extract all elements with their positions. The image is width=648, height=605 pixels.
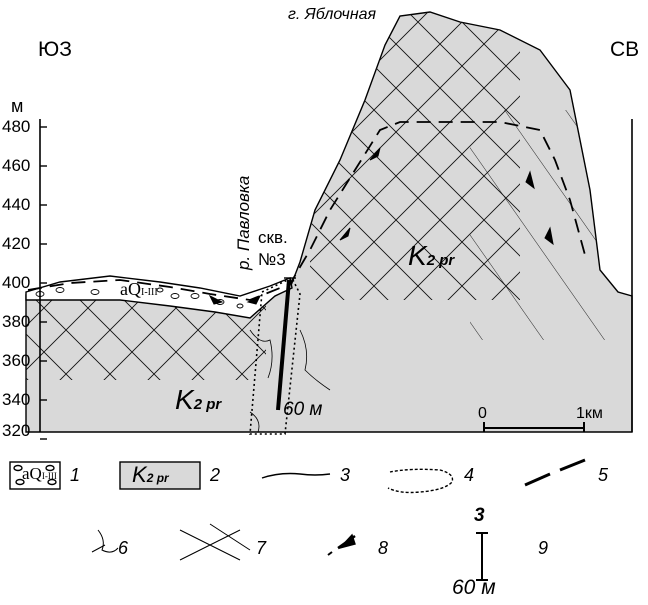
- alluvium-label: aQI-III: [120, 279, 158, 299]
- tick-label: 380: [2, 312, 31, 331]
- legend-2-symbol-text: K2 pr: [132, 462, 169, 487]
- tick-label: 420: [2, 234, 31, 253]
- legend-num-7: 7: [256, 538, 267, 558]
- axis-unit: м: [11, 96, 24, 116]
- legend-num-3: 3: [340, 465, 351, 485]
- tick-label: 400: [2, 273, 31, 292]
- scale-bar: [483, 422, 585, 432]
- tick-label: 440: [2, 195, 31, 214]
- scale-end: 1км: [576, 405, 603, 422]
- legend-num-9: 9: [538, 538, 549, 558]
- formation-label-main: K2 pr: [408, 240, 455, 271]
- tick-label: 340: [2, 390, 31, 409]
- well-number: №3: [258, 250, 286, 269]
- tick-label: 460: [2, 156, 31, 175]
- direction-sw: ЮЗ: [38, 38, 72, 61]
- direction-ne: СВ: [610, 38, 640, 61]
- alluvium-layer: [25, 275, 293, 319]
- river-label: р. Павловка: [234, 175, 253, 270]
- legend-num-8: 8: [378, 538, 389, 558]
- well-label: скв.: [258, 228, 288, 247]
- tick-label: 480: [2, 117, 31, 136]
- fractures: [249, 329, 331, 433]
- tick-label: 320: [2, 421, 31, 440]
- legend-symbols: [9, 458, 586, 581]
- legend-9-bottom: 60 м: [452, 576, 496, 599]
- formation-label-lower: K2 pr: [175, 384, 222, 415]
- legend-9-top: 3: [474, 505, 485, 526]
- legend-1-symbol-text: aQI-III: [22, 464, 57, 483]
- flow-arrows: [208, 147, 554, 305]
- water-table-line: [27, 121, 586, 301]
- tick-label: 360: [2, 351, 31, 370]
- legend-num-2: 2: [210, 465, 221, 485]
- scale-start: 0: [478, 405, 487, 422]
- legend-num-1: 1: [70, 465, 81, 485]
- well-depth-label: 60 м: [283, 399, 323, 420]
- legend-num-5: 5: [598, 465, 609, 485]
- y-axis: [39, 119, 633, 440]
- peak-label: г. Яблочная: [288, 6, 377, 23]
- legend-num-4: 4: [464, 465, 475, 485]
- borehole: [249, 276, 301, 435]
- legend-num-6: 6: [118, 538, 129, 558]
